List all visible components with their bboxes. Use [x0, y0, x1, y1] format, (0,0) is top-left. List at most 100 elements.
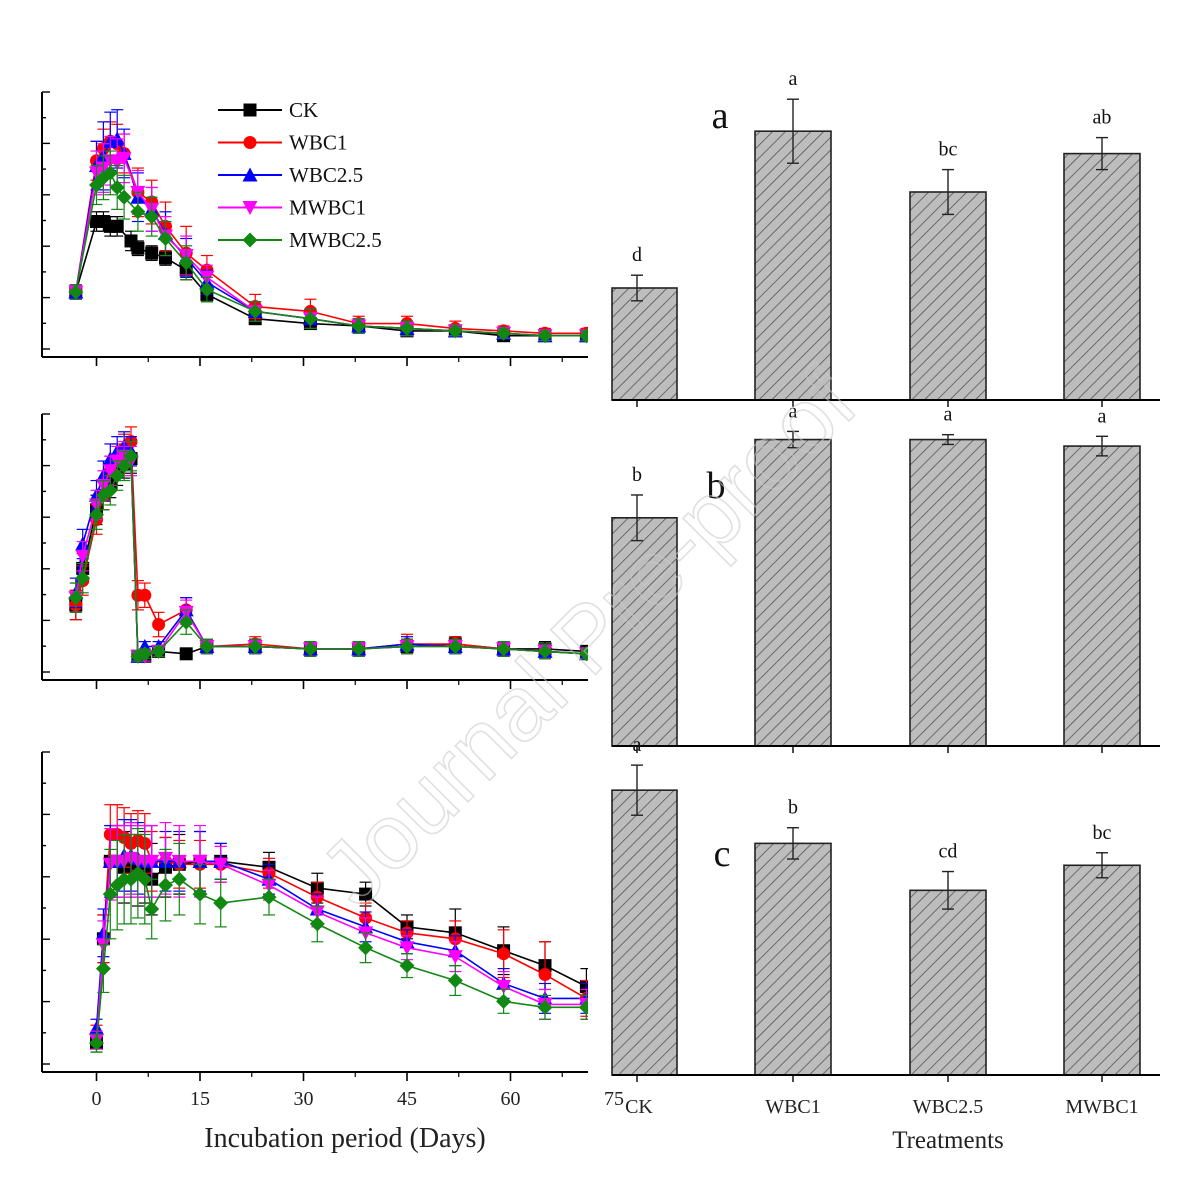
legend-marker — [243, 103, 257, 117]
data-point — [145, 246, 159, 260]
bar-wbc2-5 — [909, 438, 987, 747]
data-point — [130, 204, 146, 220]
plot-area — [89, 804, 588, 1053]
data-point — [171, 871, 187, 887]
data-point — [95, 961, 111, 977]
data-point — [144, 209, 160, 225]
bar-mwbc1 — [1063, 445, 1141, 747]
data-point — [102, 464, 118, 479]
data-point — [159, 251, 172, 265]
data-point — [496, 325, 512, 341]
data-point — [537, 643, 553, 659]
data-point — [579, 979, 588, 993]
significance-label: d — [632, 244, 642, 266]
bar-wbc1 — [754, 438, 832, 747]
significance-label: bc — [939, 139, 958, 161]
data-point — [179, 647, 193, 661]
data-point — [496, 993, 512, 1009]
panel-letter: b — [707, 465, 726, 507]
bar-panel-a: d a bc ab a — [611, 68, 1160, 407]
legend-marker — [242, 232, 258, 248]
bar-wbc1 — [754, 130, 832, 401]
significance-label: a — [944, 404, 953, 426]
panel-letter: a — [712, 95, 729, 137]
data-point — [261, 889, 277, 905]
data-point — [399, 941, 415, 956]
data-point — [178, 255, 194, 271]
data-point — [144, 854, 160, 869]
legend-label: CK — [289, 98, 318, 122]
data-point — [537, 328, 553, 344]
data-point — [102, 482, 118, 498]
x-tick-label: 0 — [92, 1088, 102, 1110]
data-point — [123, 448, 139, 464]
legend-label: WBC2.5 — [289, 163, 363, 187]
data-point — [109, 156, 125, 171]
x-tick-label: 60 — [501, 1088, 521, 1110]
significance-label: a — [789, 68, 798, 90]
panel-letter: c — [714, 833, 731, 875]
line-panels: CK WBC1 WBC2.5 MWBC1 MWBC2.5 0 15 30 45 60 75 Incub… — [41, 91, 624, 1154]
legend-entry: CK — [218, 98, 318, 122]
legend-entry: MWBC2.5 — [218, 228, 382, 252]
data-point — [144, 901, 160, 917]
significance-label: b — [788, 797, 798, 819]
legend: CK WBC1 WBC2.5 MWBC1 MWBC2.5 — [218, 98, 382, 252]
data-point — [496, 641, 512, 657]
bar-ck — [611, 516, 678, 747]
data-point — [151, 643, 167, 659]
data-point — [578, 328, 588, 344]
x-tick-label: 15 — [190, 1088, 210, 1110]
data-point — [116, 458, 132, 474]
series-mwbc2-5 — [68, 440, 588, 664]
data-point — [399, 638, 415, 654]
series-mwbc2-5 — [89, 827, 588, 1053]
data-point — [199, 282, 215, 298]
x-axis-title: Incubation period (Days) — [204, 1123, 485, 1154]
legend-entry: WBC1 — [218, 131, 347, 155]
data-point — [447, 638, 463, 654]
legend-label: WBC1 — [289, 131, 347, 155]
legend-entry: MWBC1 — [218, 196, 366, 220]
x-tick-label: 45 — [397, 1088, 417, 1110]
data-point — [89, 507, 104, 523]
legend-label: MWBC1 — [289, 196, 366, 220]
data-point — [152, 618, 166, 632]
data-point — [537, 999, 553, 1015]
legend-marker — [243, 136, 257, 149]
legend-marker — [242, 201, 258, 215]
significance-label: a — [633, 734, 642, 756]
data-point — [68, 284, 84, 300]
significance-label: a — [789, 400, 798, 422]
significance-label: b — [632, 464, 642, 486]
significance-label: cd — [939, 841, 958, 863]
data-point — [359, 887, 373, 901]
bar-wbc1 — [754, 842, 832, 1076]
plot-area — [68, 109, 588, 344]
data-point — [213, 857, 229, 872]
category-label: WBC1 — [765, 1096, 821, 1118]
data-point — [192, 886, 208, 902]
data-point — [578, 999, 588, 1015]
data-point — [358, 940, 374, 956]
x-tick-label: 30 — [294, 1088, 314, 1110]
significance-label: ab — [1093, 107, 1112, 129]
data-point — [138, 588, 152, 602]
data-point — [158, 231, 173, 247]
significance-label: a — [1098, 405, 1107, 427]
data-point — [131, 241, 145, 255]
data-point — [578, 646, 588, 662]
plot-area — [68, 426, 588, 664]
data-point — [399, 320, 415, 336]
data-point — [137, 646, 153, 662]
data-point — [68, 590, 84, 606]
category-label: WBC2.5 — [913, 1096, 984, 1118]
data-point — [137, 871, 153, 887]
legend-label: MWBC2.5 — [289, 228, 382, 252]
data-point — [351, 318, 367, 334]
data-point — [102, 886, 118, 902]
bar-wbc2-5 — [909, 191, 987, 401]
legend-entry: WBC2.5 — [218, 163, 363, 187]
data-point — [447, 950, 463, 965]
